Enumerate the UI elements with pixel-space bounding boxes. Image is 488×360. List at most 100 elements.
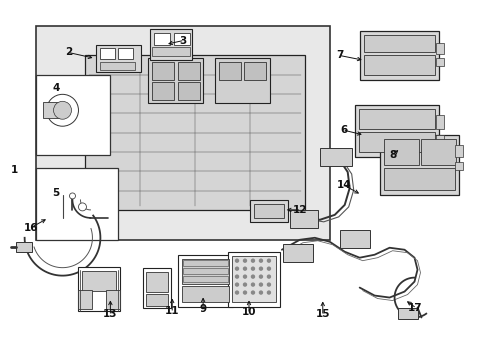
Circle shape bbox=[234, 282, 239, 287]
Bar bbox=[85, 55, 304, 210]
Bar bbox=[152, 46, 190, 57]
Bar bbox=[152, 62, 174, 80]
Bar bbox=[253, 204, 284, 218]
Circle shape bbox=[234, 291, 239, 295]
Bar bbox=[244, 62, 265, 80]
Text: 10: 10 bbox=[241, 307, 256, 318]
Circle shape bbox=[46, 94, 78, 126]
Circle shape bbox=[250, 266, 255, 271]
Bar bbox=[146, 272, 168, 292]
Bar bbox=[215, 58, 269, 103]
Bar bbox=[436, 42, 444, 54]
Bar bbox=[454, 162, 463, 170]
Circle shape bbox=[243, 282, 247, 287]
Bar bbox=[397, 307, 417, 319]
Text: 6: 6 bbox=[339, 125, 346, 135]
Circle shape bbox=[250, 282, 255, 287]
Bar bbox=[96, 45, 141, 72]
Text: 2: 2 bbox=[65, 48, 72, 58]
Text: 14: 14 bbox=[336, 180, 350, 190]
Circle shape bbox=[266, 274, 270, 279]
Bar bbox=[183, 268, 227, 274]
Circle shape bbox=[266, 258, 270, 263]
Bar bbox=[183, 276, 227, 282]
Bar bbox=[227, 252, 279, 306]
Circle shape bbox=[258, 282, 263, 287]
Text: 11: 11 bbox=[164, 306, 179, 316]
Bar bbox=[339, 230, 369, 248]
Text: 4: 4 bbox=[53, 84, 60, 93]
Text: 16: 16 bbox=[23, 223, 38, 233]
Circle shape bbox=[258, 266, 263, 271]
Bar bbox=[106, 289, 120, 310]
Bar bbox=[143, 268, 171, 307]
Bar bbox=[178, 82, 200, 100]
Circle shape bbox=[258, 258, 263, 263]
Circle shape bbox=[266, 282, 270, 287]
Text: 13: 13 bbox=[103, 310, 118, 319]
Circle shape bbox=[243, 291, 247, 295]
Bar bbox=[232, 256, 275, 302]
Bar bbox=[289, 210, 317, 228]
Text: 8: 8 bbox=[388, 150, 395, 160]
Text: 12: 12 bbox=[292, 205, 306, 215]
Circle shape bbox=[250, 258, 255, 263]
Bar bbox=[78, 267, 120, 311]
Circle shape bbox=[250, 291, 255, 295]
Bar bbox=[358, 109, 435, 129]
Text: 17: 17 bbox=[407, 302, 422, 312]
Bar bbox=[182, 285, 228, 302]
Circle shape bbox=[243, 266, 247, 271]
Text: 3: 3 bbox=[179, 36, 186, 46]
Circle shape bbox=[234, 258, 239, 263]
Bar bbox=[148, 58, 203, 103]
Bar bbox=[36, 26, 329, 240]
Bar bbox=[249, 200, 287, 222]
Circle shape bbox=[258, 274, 263, 279]
Bar bbox=[359, 31, 439, 80]
Text: 7: 7 bbox=[335, 50, 343, 60]
Circle shape bbox=[250, 274, 255, 279]
Bar bbox=[358, 132, 435, 152]
Bar bbox=[100, 48, 115, 59]
Bar bbox=[436, 115, 444, 129]
Bar bbox=[283, 244, 312, 262]
Text: 9: 9 bbox=[199, 305, 206, 315]
Bar bbox=[182, 259, 228, 284]
Bar bbox=[152, 82, 174, 100]
Bar bbox=[178, 255, 233, 306]
Bar bbox=[354, 105, 439, 157]
Bar bbox=[436, 58, 444, 67]
Circle shape bbox=[266, 266, 270, 271]
Text: 1: 1 bbox=[11, 165, 18, 175]
Text: 5: 5 bbox=[52, 188, 59, 198]
Bar bbox=[118, 48, 133, 59]
Bar bbox=[174, 32, 190, 45]
Bar bbox=[379, 135, 458, 195]
Circle shape bbox=[243, 274, 247, 279]
Circle shape bbox=[234, 266, 239, 271]
Bar bbox=[82, 271, 116, 291]
Bar bbox=[146, 293, 168, 306]
Bar bbox=[421, 139, 455, 165]
Bar bbox=[36, 168, 118, 240]
Bar bbox=[150, 28, 192, 60]
Bar bbox=[363, 55, 435, 75]
Bar bbox=[154, 32, 170, 45]
Bar bbox=[383, 139, 418, 165]
Circle shape bbox=[266, 291, 270, 295]
Bar bbox=[100, 62, 135, 71]
Bar bbox=[16, 242, 32, 252]
Circle shape bbox=[69, 193, 75, 199]
Circle shape bbox=[258, 291, 263, 295]
Circle shape bbox=[234, 274, 239, 279]
Bar bbox=[78, 289, 92, 310]
Text: 15: 15 bbox=[315, 310, 329, 319]
Circle shape bbox=[53, 101, 71, 119]
Bar bbox=[178, 62, 200, 80]
Bar bbox=[319, 148, 351, 166]
Bar bbox=[183, 260, 227, 266]
Circle shape bbox=[78, 203, 86, 211]
Bar bbox=[436, 135, 444, 145]
Bar bbox=[383, 168, 454, 190]
